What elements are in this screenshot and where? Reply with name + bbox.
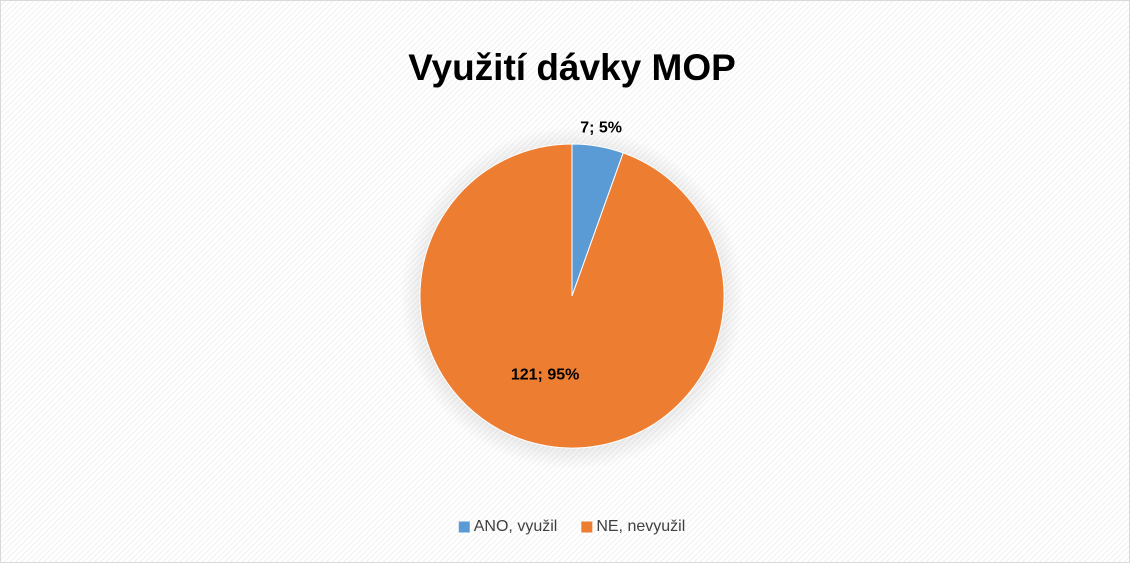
data-label: 121; 95%	[511, 367, 580, 384]
legend-swatch	[581, 521, 593, 533]
legend-label: ANO, využil	[474, 518, 558, 535]
pie-slice	[419, 143, 725, 449]
chart-title: Využití dávky MOP	[408, 47, 736, 88]
data-label: 7; 5%	[580, 119, 622, 136]
legend-swatch	[458, 521, 470, 533]
legend-label: NE, nevyužil	[596, 518, 685, 535]
